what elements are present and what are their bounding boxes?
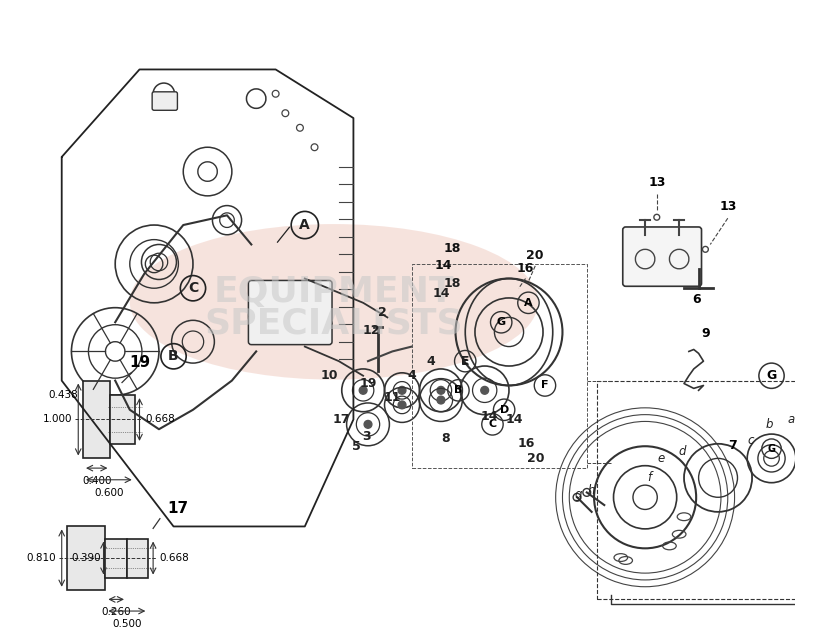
FancyBboxPatch shape	[111, 395, 134, 444]
Text: e: e	[657, 452, 664, 465]
Text: 16: 16	[517, 262, 534, 275]
Circle shape	[359, 386, 367, 394]
Text: 0.668: 0.668	[146, 415, 175, 425]
Text: 19: 19	[359, 377, 377, 390]
Text: 2: 2	[379, 306, 387, 319]
FancyBboxPatch shape	[83, 381, 111, 459]
Text: 18: 18	[444, 277, 462, 290]
Text: 9: 9	[702, 327, 710, 340]
Text: A: A	[524, 298, 532, 308]
Text: 13: 13	[648, 176, 666, 189]
Text: 7: 7	[728, 438, 737, 452]
Text: 12: 12	[362, 323, 379, 337]
Text: b: b	[766, 418, 773, 431]
Text: 6: 6	[692, 293, 700, 306]
Circle shape	[398, 386, 406, 394]
FancyBboxPatch shape	[106, 538, 127, 577]
Text: G: G	[497, 317, 505, 327]
Text: 0.390: 0.390	[71, 553, 101, 563]
Text: 13: 13	[719, 201, 737, 213]
Text: c: c	[748, 435, 755, 447]
Text: 4: 4	[427, 355, 435, 368]
Text: 11: 11	[383, 391, 401, 404]
Text: E: E	[462, 356, 469, 366]
Ellipse shape	[129, 224, 538, 380]
Text: 0.668: 0.668	[159, 553, 189, 563]
FancyBboxPatch shape	[623, 227, 702, 286]
Circle shape	[437, 396, 444, 404]
Circle shape	[364, 420, 372, 428]
FancyBboxPatch shape	[67, 526, 106, 589]
Text: A: A	[300, 218, 310, 232]
Text: G: G	[768, 443, 776, 454]
Text: 10: 10	[321, 369, 338, 382]
Text: 0.260: 0.260	[102, 607, 131, 617]
Text: G: G	[767, 369, 777, 382]
Text: 14: 14	[432, 287, 449, 299]
Circle shape	[398, 401, 406, 409]
FancyBboxPatch shape	[248, 281, 332, 345]
Text: D: D	[500, 405, 509, 415]
Text: 20: 20	[527, 249, 544, 262]
Text: 3: 3	[361, 430, 370, 443]
Text: 18: 18	[444, 242, 462, 255]
Text: B: B	[454, 386, 462, 395]
Text: F: F	[541, 381, 549, 391]
Text: g: g	[575, 488, 582, 501]
Text: 0.400: 0.400	[82, 476, 112, 486]
FancyBboxPatch shape	[152, 92, 177, 110]
Text: 0.600: 0.600	[94, 487, 124, 498]
Text: 17: 17	[333, 413, 351, 426]
Text: a: a	[787, 413, 794, 426]
Text: h: h	[588, 484, 595, 497]
Text: B: B	[168, 349, 179, 364]
Text: 4: 4	[407, 369, 416, 382]
Text: f: f	[647, 471, 651, 484]
Text: 8: 8	[441, 433, 450, 445]
Text: 0.500: 0.500	[112, 619, 142, 629]
Text: C: C	[188, 281, 198, 295]
Text: 14: 14	[505, 413, 523, 426]
Text: E: E	[461, 355, 470, 368]
Text: 20: 20	[527, 452, 545, 465]
Text: 19: 19	[129, 355, 150, 370]
Text: d: d	[678, 445, 686, 458]
Circle shape	[481, 386, 488, 394]
Text: 17: 17	[168, 501, 189, 516]
Text: C: C	[488, 420, 497, 430]
Text: 14: 14	[481, 410, 498, 423]
Text: SPECIALISTS: SPECIALISTS	[204, 306, 463, 340]
Text: 0.810: 0.810	[26, 553, 56, 563]
Circle shape	[437, 386, 444, 394]
Text: 16: 16	[518, 437, 535, 450]
Text: 0.438: 0.438	[49, 390, 78, 400]
Text: 1.000: 1.000	[43, 415, 72, 425]
Text: 5: 5	[352, 440, 361, 454]
FancyBboxPatch shape	[127, 538, 148, 577]
Text: EQUIPMENT: EQUIPMENT	[213, 275, 454, 309]
Text: 14: 14	[434, 259, 452, 272]
